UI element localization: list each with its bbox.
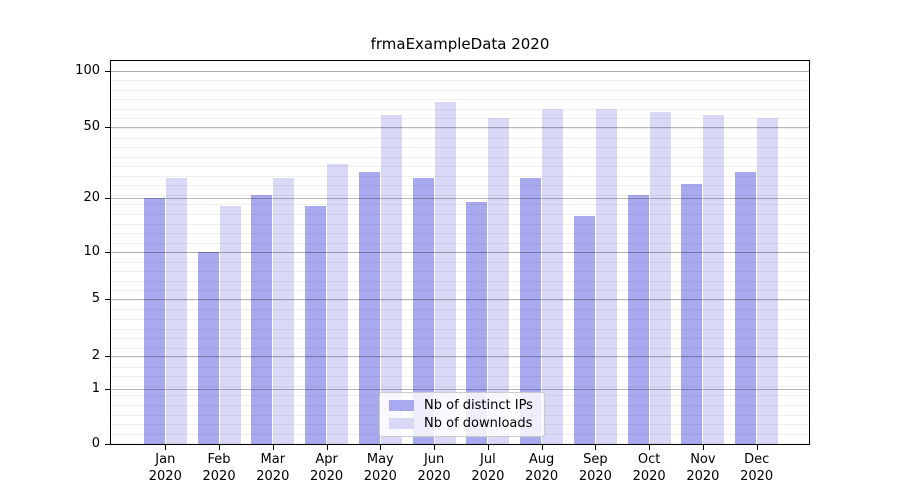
y-tick-mark	[105, 70, 110, 72]
y-tick-label: 100	[75, 62, 100, 78]
x-tick-label-month: Oct	[637, 452, 661, 467]
x-tick-label-month: Mar	[260, 452, 286, 467]
bar-distinct-ips	[466, 202, 488, 444]
x-tick-label-year: 2020	[578, 469, 612, 484]
x-tick-label: Jan 2020	[149, 451, 182, 485]
x-tick-label: Dec 2020	[740, 451, 773, 485]
x-tick-label-month: Aug	[528, 452, 555, 467]
x-tick-mark	[272, 445, 274, 450]
x-tick-mark	[487, 445, 489, 450]
y-tick-label: 10	[83, 243, 100, 259]
x-tick-label-year: 2020	[310, 469, 344, 484]
bar-downloads	[595, 109, 617, 444]
bar-distinct-ips	[197, 251, 219, 444]
x-tick-label: Oct 2020	[633, 451, 666, 485]
x-tick-label-year: 2020	[417, 469, 451, 484]
bar-distinct-ips	[627, 194, 649, 444]
y-tick-mark	[105, 444, 110, 445]
x-tick-label-month: May	[366, 452, 394, 467]
x-tick-mark	[595, 445, 597, 450]
x-tick-label: Jun 2020	[418, 451, 451, 485]
x-tick-label-year: 2020	[148, 469, 182, 484]
y-tick-label: 1	[91, 381, 100, 397]
bar-downloads	[703, 114, 725, 444]
y-tick-mark	[105, 198, 110, 200]
bar-downloads	[649, 111, 671, 444]
x-tick-label-year: 2020	[471, 469, 505, 484]
bar-distinct-ips	[412, 177, 434, 444]
legend-label: Nb of distinct IPs	[424, 398, 533, 414]
x-tick-label-year: 2020	[632, 469, 666, 484]
y-tick-mark	[105, 356, 110, 357]
bar-distinct-ips	[573, 215, 595, 444]
bar-downloads	[757, 117, 779, 444]
legend-label: Nb of downloads	[424, 415, 533, 431]
y-tick-label: 50	[83, 118, 100, 134]
x-tick-mark	[326, 445, 328, 450]
bar-distinct-ips	[251, 194, 273, 444]
y-tick-label: 5	[91, 291, 100, 306]
bar-distinct-ips	[520, 177, 542, 444]
x-tick-mark	[649, 445, 651, 450]
y-tick-label: 20	[83, 190, 100, 206]
x-tick-label-month: Jan	[155, 452, 176, 467]
x-tick-label-month: Jul	[480, 452, 496, 467]
bar-downloads	[380, 114, 402, 444]
bar-distinct-ips	[305, 206, 327, 444]
x-tick-label: Sep 2020	[579, 451, 612, 485]
x-tick-label-month: Apr	[315, 452, 338, 467]
x-tick-mark	[756, 445, 758, 450]
y-tick-mark	[105, 299, 110, 300]
x-tick-label: Jul 2020	[471, 451, 504, 485]
bar-distinct-ips	[681, 184, 703, 444]
x-tick-label-year: 2020	[202, 469, 236, 484]
x-tick-label-month: Dec	[744, 452, 770, 467]
x-tick-label-year: 2020	[740, 469, 774, 484]
x-tick-label-month: Feb	[207, 452, 231, 467]
bar-downloads	[542, 109, 564, 444]
bar-downloads	[165, 177, 187, 444]
x-tick-mark	[380, 445, 382, 450]
x-tick-label-year: 2020	[525, 469, 559, 484]
chart-title: frmaExampleData 2020	[370, 35, 550, 53]
bar-downloads	[327, 164, 349, 444]
x-tick-mark	[541, 445, 543, 450]
bar-downloads	[488, 117, 510, 444]
y-tick-mark	[105, 126, 110, 128]
x-tick-label: Nov 2020	[686, 451, 719, 485]
bar-downloads	[273, 177, 295, 444]
x-tick-mark	[434, 445, 436, 450]
x-tick-label: May 2020	[364, 451, 397, 485]
legend-swatch	[389, 400, 414, 412]
x-tick-label-year: 2020	[686, 469, 720, 484]
x-tick-label: Apr 2020	[310, 451, 343, 485]
x-tick-label-year: 2020	[363, 469, 397, 484]
x-tick-mark	[165, 445, 167, 450]
bar-downloads	[434, 101, 456, 444]
legend-swatch	[389, 417, 414, 429]
x-tick-label-year: 2020	[256, 469, 290, 484]
x-tick-label-month: Jun	[423, 452, 445, 467]
bar-distinct-ips	[358, 172, 380, 444]
y-tick-mark	[105, 251, 110, 253]
x-tick-label: Mar 2020	[256, 451, 289, 485]
y-tick-label: 0	[91, 436, 100, 451]
legend-row: Nb of distinct IPs	[389, 398, 535, 413]
legend: Nb of distinct IPs Nb of downloads	[379, 392, 545, 437]
x-tick-label-month: Sep	[583, 452, 608, 467]
x-tick-label-month: Nov	[690, 452, 716, 467]
y-tick-label: 2	[91, 348, 100, 363]
x-tick-mark	[702, 445, 704, 450]
x-tick-label: Feb 2020	[203, 451, 236, 485]
bar-distinct-ips	[143, 198, 165, 444]
bar-downloads	[219, 206, 241, 444]
y-tick-mark	[105, 389, 110, 391]
x-tick-mark	[219, 445, 221, 450]
x-tick-label: Aug 2020	[525, 451, 558, 485]
legend-row: Nb of downloads	[389, 416, 535, 431]
bars-layer	[111, 61, 809, 444]
bar-distinct-ips	[735, 172, 757, 444]
plot-area: Nb of distinct IPs Nb of downloads	[110, 60, 810, 445]
